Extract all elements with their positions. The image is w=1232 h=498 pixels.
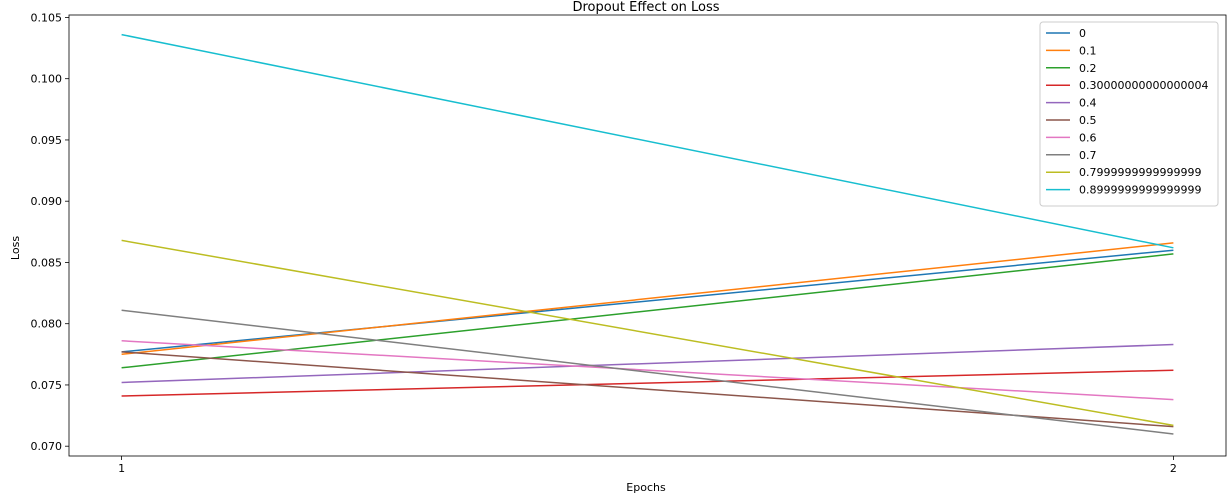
legend-label-7: 0.7 [1079, 149, 1097, 162]
series-line-4 [121, 343, 1174, 384]
legend-label-8: 0.7999999999999999 [1079, 166, 1201, 179]
y-tick-label-1: 0.075 [31, 379, 63, 392]
series-line-2 [121, 253, 1174, 369]
plot-area [121, 33, 1174, 435]
series-line-6 [121, 340, 1174, 401]
axes: 0.070 0.075 0.080 0.085 0.090 0.095 0.100 0.105… [31, 11, 1227, 475]
chart-title: Dropout Effect on Loss [572, 0, 719, 15]
legend-label-5: 0.5 [1079, 114, 1097, 127]
legend-label-3: 0.30000000000000004 [1079, 79, 1208, 92]
series-line-9 [121, 33, 1174, 249]
x-tick-label-0: 1 [118, 462, 125, 475]
series-line-1 [121, 242, 1174, 356]
legend-label-2: 0.2 [1079, 62, 1097, 75]
legend-label-1: 0.1 [1079, 44, 1097, 57]
legend-label-0: 0 [1079, 27, 1086, 40]
series-line-3 [121, 369, 1174, 397]
series-line-8 [121, 239, 1174, 427]
series-line-5 [121, 351, 1174, 428]
y-tick-label-6: 0.100 [31, 73, 63, 86]
series-line-0 [121, 249, 1174, 353]
legend-box [1039, 21, 1219, 207]
y-tick-label-2: 0.080 [31, 318, 63, 331]
series-line-7 [121, 309, 1174, 435]
y-tick-label-4: 0.090 [31, 195, 63, 208]
x-axis-label: Epochs [626, 481, 666, 494]
y-tick-label-0: 0.070 [31, 440, 63, 453]
legend-label-4: 0.4 [1079, 97, 1097, 110]
legend: 0 0.1 0.2 0.30000000000000004 0.4 0.5 0.6 0.7 0.… [1039, 21, 1219, 207]
legend-label-6: 0.6 [1079, 131, 1097, 144]
axes-frame [68, 14, 1227, 457]
legend-label-9: 0.8999999999999999 [1079, 184, 1201, 197]
y-tick-label-3: 0.085 [31, 256, 63, 269]
y-tick-label-5: 0.095 [31, 134, 63, 147]
y-axis-label: Loss [9, 236, 22, 260]
y-tick-label-7: 0.105 [31, 11, 63, 24]
x-tick-label-1: 2 [1170, 462, 1177, 475]
